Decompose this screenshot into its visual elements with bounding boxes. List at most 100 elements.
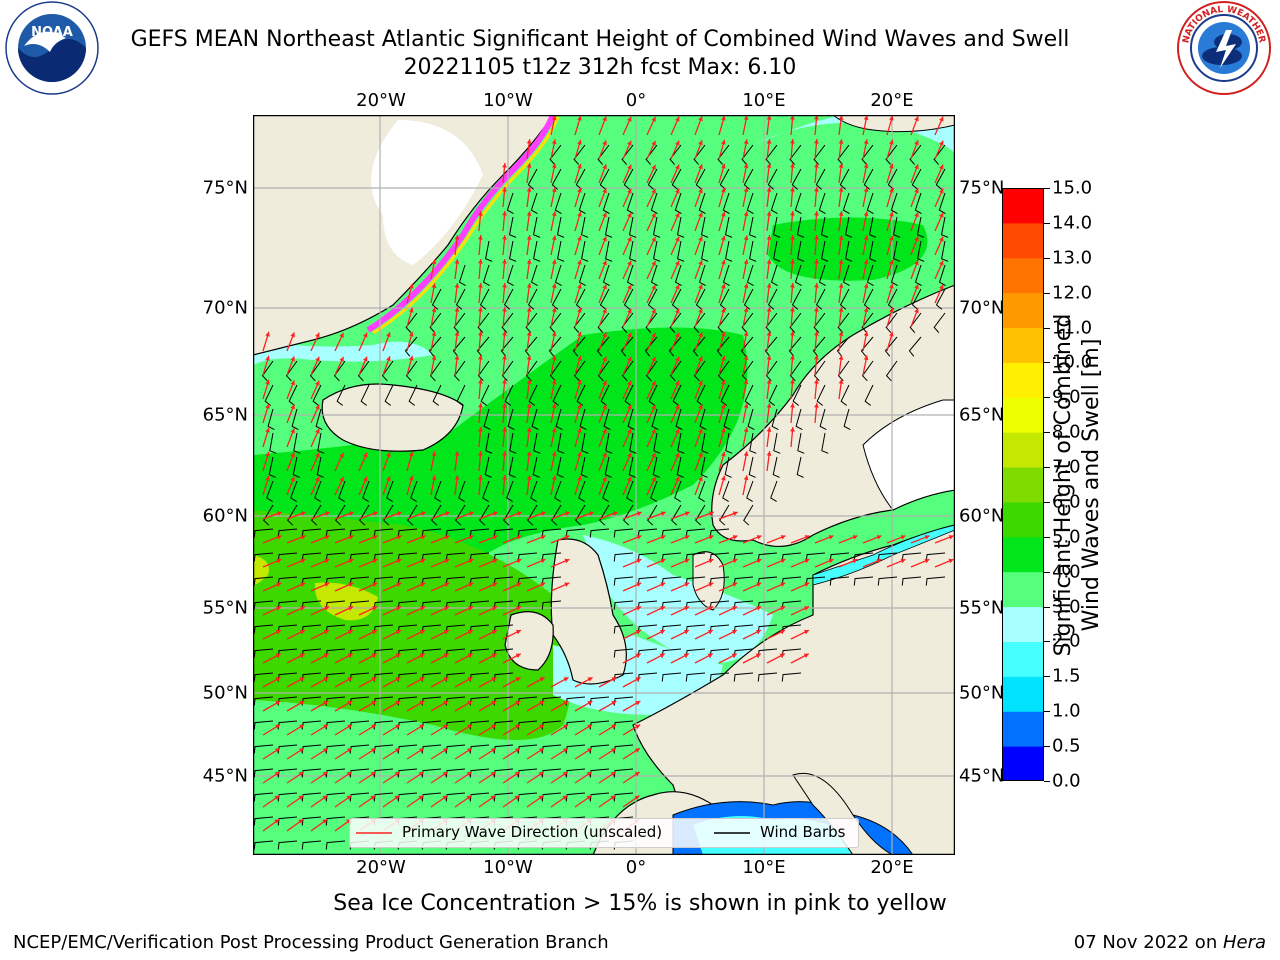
- wave-direction-arrowhead: [660, 535, 666, 540]
- wave-direction-arrowhead: [299, 677, 305, 682]
- colorbar-band: [1002, 327, 1044, 363]
- wind-barb: [277, 792, 298, 802]
- wave-direction-arrowhead: [516, 558, 522, 564]
- wind-barb: [469, 528, 490, 538]
- wind-barb: [671, 504, 682, 526]
- wave-direction-arrowhead: [780, 558, 786, 564]
- wave-direction-arrowhead: [419, 653, 425, 658]
- wave-direction-arrowhead: [322, 748, 328, 753]
- wave-direction-arrowhead: [419, 677, 425, 682]
- wave-direction-arrowhead: [766, 307, 772, 312]
- wind-barb: [421, 792, 442, 802]
- wave-direction-arrowhead: [516, 535, 522, 540]
- wave-direction-arrowhead: [708, 535, 714, 540]
- wind-barb: [863, 168, 874, 190]
- wave-direction-arrowhead: [721, 115, 726, 121]
- wave-direction-arrowhead: [490, 748, 496, 753]
- wave-direction-arrowhead: [863, 259, 869, 265]
- wave-direction-arrowhead: [588, 511, 594, 516]
- wave-direction-arrowhead: [515, 629, 521, 635]
- wave-direction-arrowhead: [635, 677, 641, 682]
- wave-direction-arrowhead: [779, 653, 785, 658]
- wave-direction-arrowhead: [684, 606, 690, 611]
- greenland-ice-white: [371, 120, 483, 265]
- wave-direction-arrowhead: [683, 629, 689, 635]
- wind-barb: [573, 144, 586, 165]
- wave-direction-arrowhead: [586, 748, 592, 753]
- lat-tick-left-55n: 55°N: [202, 597, 248, 619]
- wind-barb: [445, 744, 466, 754]
- wave-direction-arrowhead: [275, 653, 281, 658]
- lat-tick-left-70n: 70°N: [202, 297, 248, 319]
- wave-direction-arrowhead: [675, 260, 680, 266]
- wind-barb: [821, 240, 829, 262]
- wave-direction-arrowhead: [467, 629, 473, 635]
- wave-direction-arrowhead: [698, 116, 703, 122]
- wave-direction-arrowhead: [490, 795, 496, 801]
- wave-direction-arrowhead: [322, 795, 328, 801]
- wind-barb: [506, 192, 514, 215]
- wave-direction-arrowhead: [468, 535, 474, 540]
- wave-direction-arrowhead: [516, 606, 522, 611]
- wave-direction-arrowhead: [766, 331, 772, 336]
- lat-tick-left-75n: 75°N: [202, 177, 248, 199]
- colorbar-tick-label: 6.0: [1052, 491, 1081, 513]
- wave-direction-arrowhead: [372, 535, 378, 540]
- wind-barb: [484, 456, 492, 478]
- wind-barb: [700, 456, 708, 478]
- wave-direction-arrowhead: [651, 404, 656, 410]
- wind-barb: [748, 456, 756, 478]
- wave-direction-arrowhead: [766, 211, 772, 216]
- wave-direction-arrowhead: [814, 139, 819, 144]
- wind-barb: [527, 504, 538, 526]
- wind-barb: [517, 744, 538, 754]
- colorbar-tick-mark: [1044, 397, 1050, 399]
- wave-direction-arrowhead: [551, 163, 557, 169]
- wind-barb: [725, 432, 733, 454]
- wind-barb: [503, 288, 514, 310]
- wind-barb: [405, 360, 418, 382]
- wave-direction-arrowhead: [395, 653, 401, 658]
- wave-direction-arrowhead: [814, 259, 819, 264]
- wave-direction-arrowhead: [420, 582, 426, 587]
- wind-barb: [541, 792, 562, 802]
- wind-barb: [541, 744, 562, 754]
- wave-direction-arrowhead: [939, 260, 944, 266]
- wind-barb: [890, 264, 898, 287]
- wind-barb: [325, 744, 346, 754]
- wind-barb: [717, 360, 730, 382]
- wind-barb: [301, 528, 322, 538]
- wind-barb: [698, 192, 706, 215]
- wave-direction-arrowhead: [347, 653, 353, 658]
- wind-barb: [325, 768, 346, 778]
- wind-barb: [253, 768, 274, 778]
- lon-tick-bottom-20w: 20°W: [356, 857, 406, 878]
- wave-direction-arrowhead: [838, 235, 844, 240]
- wave-direction-arrowhead: [814, 163, 819, 168]
- wind-barb: [795, 408, 803, 430]
- wind-barb: [301, 840, 322, 850]
- wave-direction-arrowhead: [526, 331, 532, 336]
- wave-direction-arrowhead: [684, 582, 690, 587]
- wave-direction-arrowhead: [627, 332, 632, 338]
- wave-direction-arrowhead: [698, 284, 703, 290]
- wind-barb: [861, 144, 874, 165]
- wave-direction-arrowhead: [265, 451, 270, 457]
- wave-direction-arrowhead: [300, 582, 306, 587]
- wave-direction-arrowhead: [408, 331, 414, 337]
- colorbar-band: [1002, 432, 1044, 468]
- wind-barb: [621, 312, 634, 333]
- wind-barb: [301, 792, 322, 802]
- wave-direction-arrowhead: [743, 283, 749, 289]
- wind-barb: [253, 792, 274, 802]
- wave-direction-arrowhead: [780, 582, 786, 587]
- wind-barb: [397, 792, 418, 802]
- wave-direction-arrowhead: [371, 677, 377, 682]
- wind-barb: [796, 216, 805, 238]
- wind-barb: [863, 288, 874, 310]
- wind-barb: [733, 672, 754, 682]
- wave-direction-arrowhead: [290, 452, 295, 458]
- wind-barb: [421, 528, 442, 538]
- wave-direction-arrowhead: [675, 380, 680, 386]
- colorbar-tick-label: 10.0: [1052, 351, 1093, 373]
